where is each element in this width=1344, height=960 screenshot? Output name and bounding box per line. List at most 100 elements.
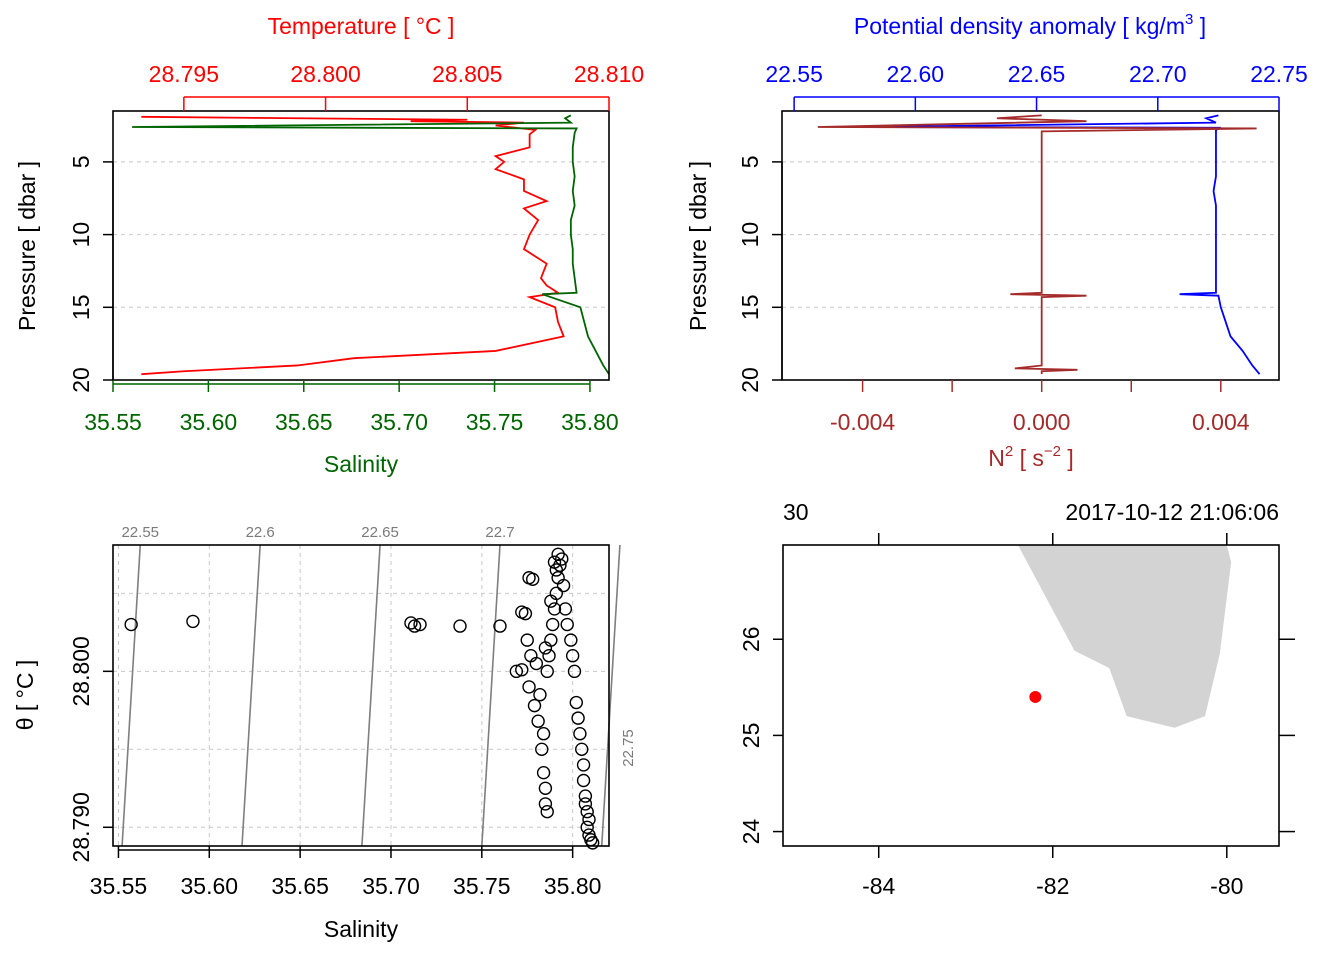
salinity-tick-label: 35.60 [181,873,239,899]
theta-axis: 28.790 28.800 [68,636,113,862]
ts-point [560,617,574,632]
pressure-axis-title: Pressure [ dbar ] [14,161,40,331]
ts-point [556,578,571,593]
pressure-tick-label: 20 [68,367,94,393]
pressure-axis: 5 10 15 20 [737,155,783,393]
density-tick-label: 22.70 [1129,61,1187,87]
n2-axis-title: N2 [ s−2 ] [988,443,1074,471]
density-n2-panel: 22.55 22.60 22.65 22.70 22.75 -0.004 0.000 0.0… [685,11,1308,471]
panel-grid [782,161,1279,381]
theta-tick-label: 28.800 [68,636,94,706]
pressure-axis: 5 10 15 20 [68,155,114,393]
ts-point [493,619,507,633]
isopycnals: 22.55 22.6 22.65 22.7 22.75 [121,524,637,847]
ts-point [538,781,553,795]
isopycnal-label: 22.55 [121,524,159,541]
salinity-tick-label: 35.75 [453,873,511,899]
ts-point [569,695,583,710]
ts-point [124,617,138,632]
salinity-tick-label: 35.55 [84,409,142,435]
isopycnal-label: 22.7 [485,524,514,541]
ts-point [404,616,418,630]
density-tick-label: 22.75 [1250,61,1308,87]
temperature-axis-title: Temperature [ °C ] [268,13,455,39]
ts-point [544,594,558,608]
salinity-axis: 35.55 35.60 35.65 35.70 35.75 35.80 [90,846,602,899]
ts-point [515,663,529,677]
ts-point [571,711,585,725]
salinity-tick-label: 35.70 [362,873,420,899]
ts-point [578,789,593,803]
panel-grid [113,545,609,846]
salinity-line [132,114,610,375]
latitude-tick-label: 24 [738,819,764,845]
ts-point [573,727,587,741]
temperature-axis: 28.795 28.800 28.805 28.810 [149,61,644,111]
pressure-tick-label: 10 [68,222,94,248]
ts-point [527,698,542,713]
n2-tick-label: -0.004 [830,409,895,435]
density-tick-label: 22.55 [765,61,823,87]
theta-salinity-panel: 22.55 22.6 22.65 22.722.75 35.55 35.60 35.65 3… [12,524,637,942]
temperature-tick-label: 28.810 [574,61,644,87]
ts-point [540,804,554,819]
map-axes: -84 -82 -80 24 25 26 [738,533,1295,899]
salinity-tick-label: 35.60 [180,409,238,435]
ts-point [542,649,556,663]
ts-point [407,619,422,633]
isopycnal-line [121,544,142,847]
ts-point [547,555,562,569]
salinity-axis: 35.55 35.60 35.65 35.70 35.75 35.80 [84,380,619,435]
salinity-tick-label: 35.70 [370,409,428,435]
ts-point [525,572,540,587]
ts-point [558,602,573,616]
ts-point [540,664,554,679]
ts-point [186,614,200,629]
pressure-tick-label: 15 [737,295,763,321]
ts-point [547,602,562,616]
temperature-tick-label: 28.795 [149,61,219,87]
ts-point [529,656,544,671]
ts-point [509,664,524,679]
ts-point [578,797,593,811]
temperature-tick-label: 28.800 [290,61,360,87]
ts-point [580,820,594,834]
ts-point [576,758,591,772]
temperature-salinity-panel: 28.795 28.800 28.805 28.810 35.55 35.60 35.65… [14,13,644,477]
ts-point [520,633,534,647]
n2-tick-label: 0.004 [1192,409,1250,435]
salinity-tick-label: 35.80 [544,873,602,899]
salinity-tick-label: 35.65 [271,873,329,899]
pressure-tick-label: 5 [68,155,94,168]
salinity-tick-label: 35.55 [90,873,148,899]
ts-point [567,664,582,679]
density-axis: 22.55 22.60 22.65 22.70 22.75 [765,61,1308,111]
density-line [866,114,1261,375]
isopycnal-line [600,544,621,847]
isopycnal-line [481,544,501,847]
latitude-tick-label: 26 [738,626,764,652]
density-tick-label: 22.65 [1008,61,1066,87]
salinity-tick-label: 35.65 [275,409,333,435]
salinity-axis-title: Salinity [324,916,399,942]
ts-point [580,804,594,819]
theta-tick-label: 28.790 [68,792,94,862]
land-area [1017,545,1232,728]
station-time-label: 2017-10-12 21:06:06 [1065,499,1279,525]
density-tick-label: 22.60 [887,61,945,87]
pressure-tick-label: 20 [737,367,763,393]
density-axis-title: Potential density anomaly [ kg/m3 ] [854,11,1206,39]
isopycnal-line [241,544,261,847]
ts-point [536,765,551,780]
ts-point [413,617,427,632]
salinity-tick-label: 35.80 [561,409,619,435]
ts-point [538,797,553,811]
ts-point [538,641,553,655]
station-index-label: 30 [783,499,809,525]
plot-frame [112,110,610,381]
pressure-axis-title: Pressure [ dbar ] [685,161,711,331]
ts-point [582,812,596,827]
ts-point [535,742,549,757]
station-map-panel: -84 -82 -80 24 25 26 30 2017-10-12 21:06:06 [738,499,1295,899]
